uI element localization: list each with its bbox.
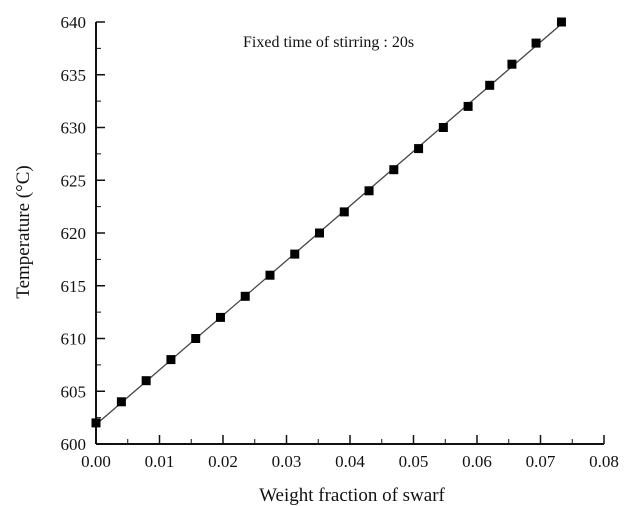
data-point [91,418,101,428]
data-point [339,207,349,217]
data-point [191,334,201,343]
data-point [438,123,448,132]
y-tick-label: 605 [61,382,87,401]
chart-annotation: Fixed time of stirring : 20s [243,34,414,51]
data-point [166,355,176,365]
y-tick-label: 630 [61,119,87,138]
data-point [507,59,517,69]
data-points [91,17,566,428]
y-tick-label: 620 [61,224,87,243]
data-point [556,17,566,27]
x-tick-label: 0.01 [145,452,175,471]
data-point [215,312,225,322]
data-point [116,397,126,407]
data-point [485,80,495,90]
x-tick-label: 0.08 [589,452,619,471]
y-tick-label: 640 [61,13,87,32]
data-point [290,249,300,259]
ticks [95,21,605,445]
data-point [414,144,424,154]
x-tick-label: 0.05 [399,452,429,471]
x-tick-label: 0.00 [81,452,111,471]
x-tick-label: 0.03 [272,452,302,471]
x-tick-label: 0.06 [462,452,492,471]
x-tick-label: 0.07 [526,452,556,471]
x-tick-label: 0.04 [335,452,365,471]
y-tick-label: 610 [61,330,87,349]
x-tick-label: 0.02 [208,452,238,471]
data-point [315,228,325,238]
data-point [240,291,250,301]
y-axis-title: Temperature (°C) [13,165,34,298]
data-point [531,38,541,48]
x-axis-title: Weight fraction of swarf [259,485,445,506]
y-tick-label: 625 [61,171,87,190]
data-point [364,186,374,196]
y-tick-label: 615 [61,277,87,296]
tick-labels: 0.00 0.01 0.02 0.03 0.04 0.05 0.06 0.07 0.08 600 6… [61,13,619,471]
y-tick-label: 600 [61,435,87,454]
data-point [141,376,151,386]
y-tick-label: 635 [61,66,87,85]
data-point [389,165,399,175]
data-point [463,101,473,111]
data-point [265,270,275,280]
axes [95,22,604,445]
